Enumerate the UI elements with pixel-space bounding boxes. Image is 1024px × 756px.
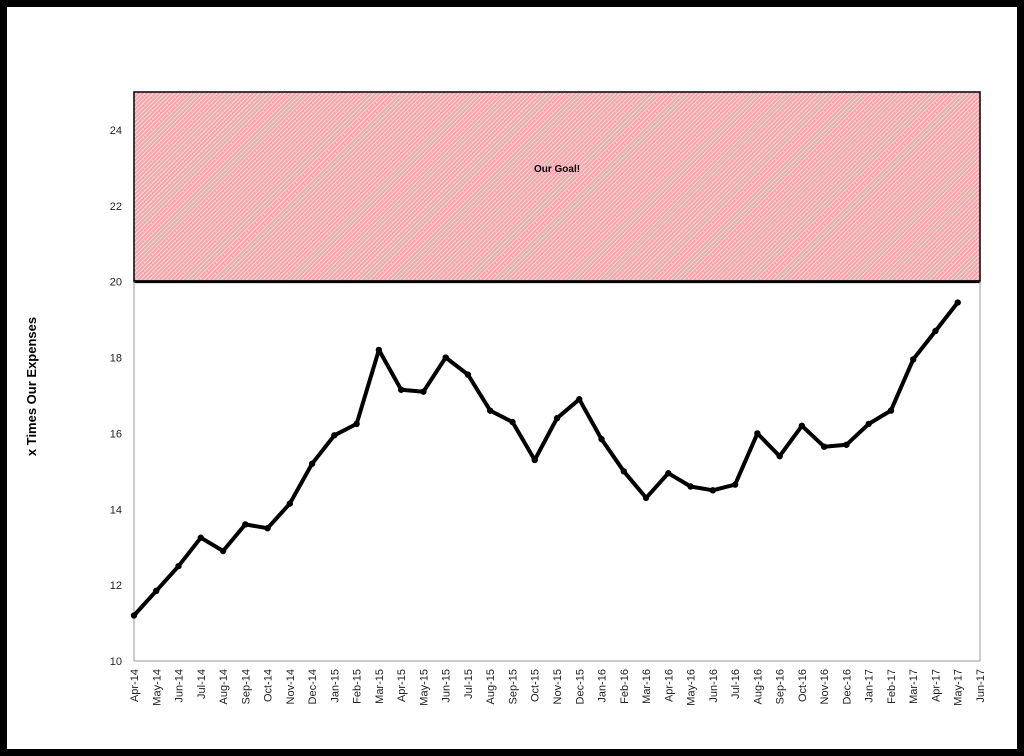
data-point [798, 422, 806, 430]
data-point [487, 407, 494, 414]
y-axis-ticks: 10 12 14 16 18 20 22 24 [110, 125, 122, 668]
x-tick-label: Oct-16 [797, 669, 809, 702]
y-tick-label: 20 [110, 277, 122, 289]
data-point [665, 470, 672, 477]
x-tick-label: Feb-16 [619, 669, 631, 704]
x-tick-label: Nov-16 [819, 669, 831, 704]
data-point [576, 396, 583, 403]
data-point [442, 354, 449, 361]
data-point [910, 356, 917, 363]
data-point [754, 430, 761, 437]
x-tick-label: Feb-17 [886, 669, 898, 704]
x-tick-label: Jul-14 [196, 669, 208, 699]
data-point [642, 494, 650, 502]
data-point [865, 420, 872, 428]
series-line [132, 300, 960, 618]
goal-band-label: Our Goal! [534, 164, 580, 175]
x-tick-label: Aug-16 [752, 669, 764, 704]
x-tick-label: Aug-14 [218, 669, 230, 704]
y-tick-label: 16 [110, 428, 122, 440]
x-tick-label: Apr-16 [663, 669, 675, 702]
x-tick-label: Mar-17 [908, 669, 920, 704]
data-point [331, 432, 338, 439]
x-tick-label: Feb-15 [352, 669, 364, 704]
x-tick-label: Mar-15 [374, 669, 386, 704]
x-tick-label: Nov-15 [552, 669, 564, 704]
x-tick-label: Nov-14 [285, 669, 297, 704]
y-tick-label: 22 [110, 201, 122, 213]
data-point [375, 346, 383, 354]
data-point [130, 612, 138, 619]
x-tick-label: Sep-15 [507, 669, 519, 704]
x-tick-label: May-16 [686, 669, 698, 706]
x-tick-label: Jun-15 [441, 669, 453, 703]
x-tick-label: Apr-17 [930, 669, 942, 702]
x-tick-label: May-17 [953, 669, 965, 706]
x-tick-label: Sep-16 [775, 669, 787, 704]
data-point [709, 487, 717, 494]
x-tick-label: May-15 [418, 669, 430, 706]
data-point [286, 500, 294, 507]
x-tick-label: Oct-14 [263, 669, 275, 702]
x-tick-label: May-14 [151, 669, 163, 706]
data-point [464, 371, 472, 378]
x-tick-label: Jan-16 [597, 669, 609, 703]
data-point [687, 483, 694, 490]
y-tick-label: 12 [110, 580, 122, 592]
data-point [242, 521, 249, 528]
x-tick-label: Dec-14 [307, 669, 319, 704]
x-axis-ticks: Apr-14 May-14 Jun-14 Jul-14 Aug-14 Sep-14 Oct-… [129, 669, 987, 706]
x-tick-label: Jan-17 [864, 669, 876, 703]
series-points [130, 299, 961, 619]
y-tick-label: 10 [110, 656, 122, 668]
data-point [932, 327, 939, 335]
x-tick-label: Jul-16 [730, 669, 742, 699]
data-point [420, 388, 427, 395]
data-point [509, 418, 516, 426]
data-point [843, 441, 850, 448]
x-tick-label: Jul-15 [463, 669, 475, 699]
x-tick-label: Jun-14 [174, 669, 186, 703]
data-point [308, 460, 316, 467]
data-point [620, 468, 627, 475]
data-point [531, 456, 538, 464]
y-tick-label: 24 [110, 125, 122, 137]
x-tick-label: Jun-17 [975, 669, 987, 703]
data-point [553, 415, 561, 422]
data-point [175, 562, 182, 570]
y-axis-label: x Times Our Expenses [24, 317, 39, 456]
data-point [197, 534, 204, 541]
x-tick-label: Dec-16 [841, 669, 853, 704]
data-point [153, 587, 160, 595]
x-tick-label: Dec-15 [574, 669, 586, 704]
data-point [887, 407, 895, 414]
x-tick-label: Jun-16 [708, 669, 720, 703]
y-tick-label: 14 [110, 504, 122, 516]
x-tick-label: Oct-15 [530, 669, 542, 702]
data-point [954, 299, 961, 306]
x-tick-label: Mar-16 [641, 669, 653, 704]
data-point [731, 481, 739, 488]
data-point [397, 386, 405, 393]
data-point [219, 547, 227, 555]
data-point [598, 435, 605, 443]
y-tick-label: 18 [110, 353, 122, 365]
data-point [820, 443, 828, 450]
goal-band [133, 91, 981, 283]
x-tick-label: Aug-15 [485, 669, 497, 704]
x-tick-label: Apr-15 [396, 669, 408, 702]
data-point [353, 420, 360, 428]
data-point [776, 452, 783, 460]
x-tick-label: Apr-14 [129, 669, 141, 702]
data-point [264, 525, 271, 532]
x-tick-label: Sep-14 [240, 669, 252, 704]
x-tick-label: Jan-15 [329, 669, 341, 703]
